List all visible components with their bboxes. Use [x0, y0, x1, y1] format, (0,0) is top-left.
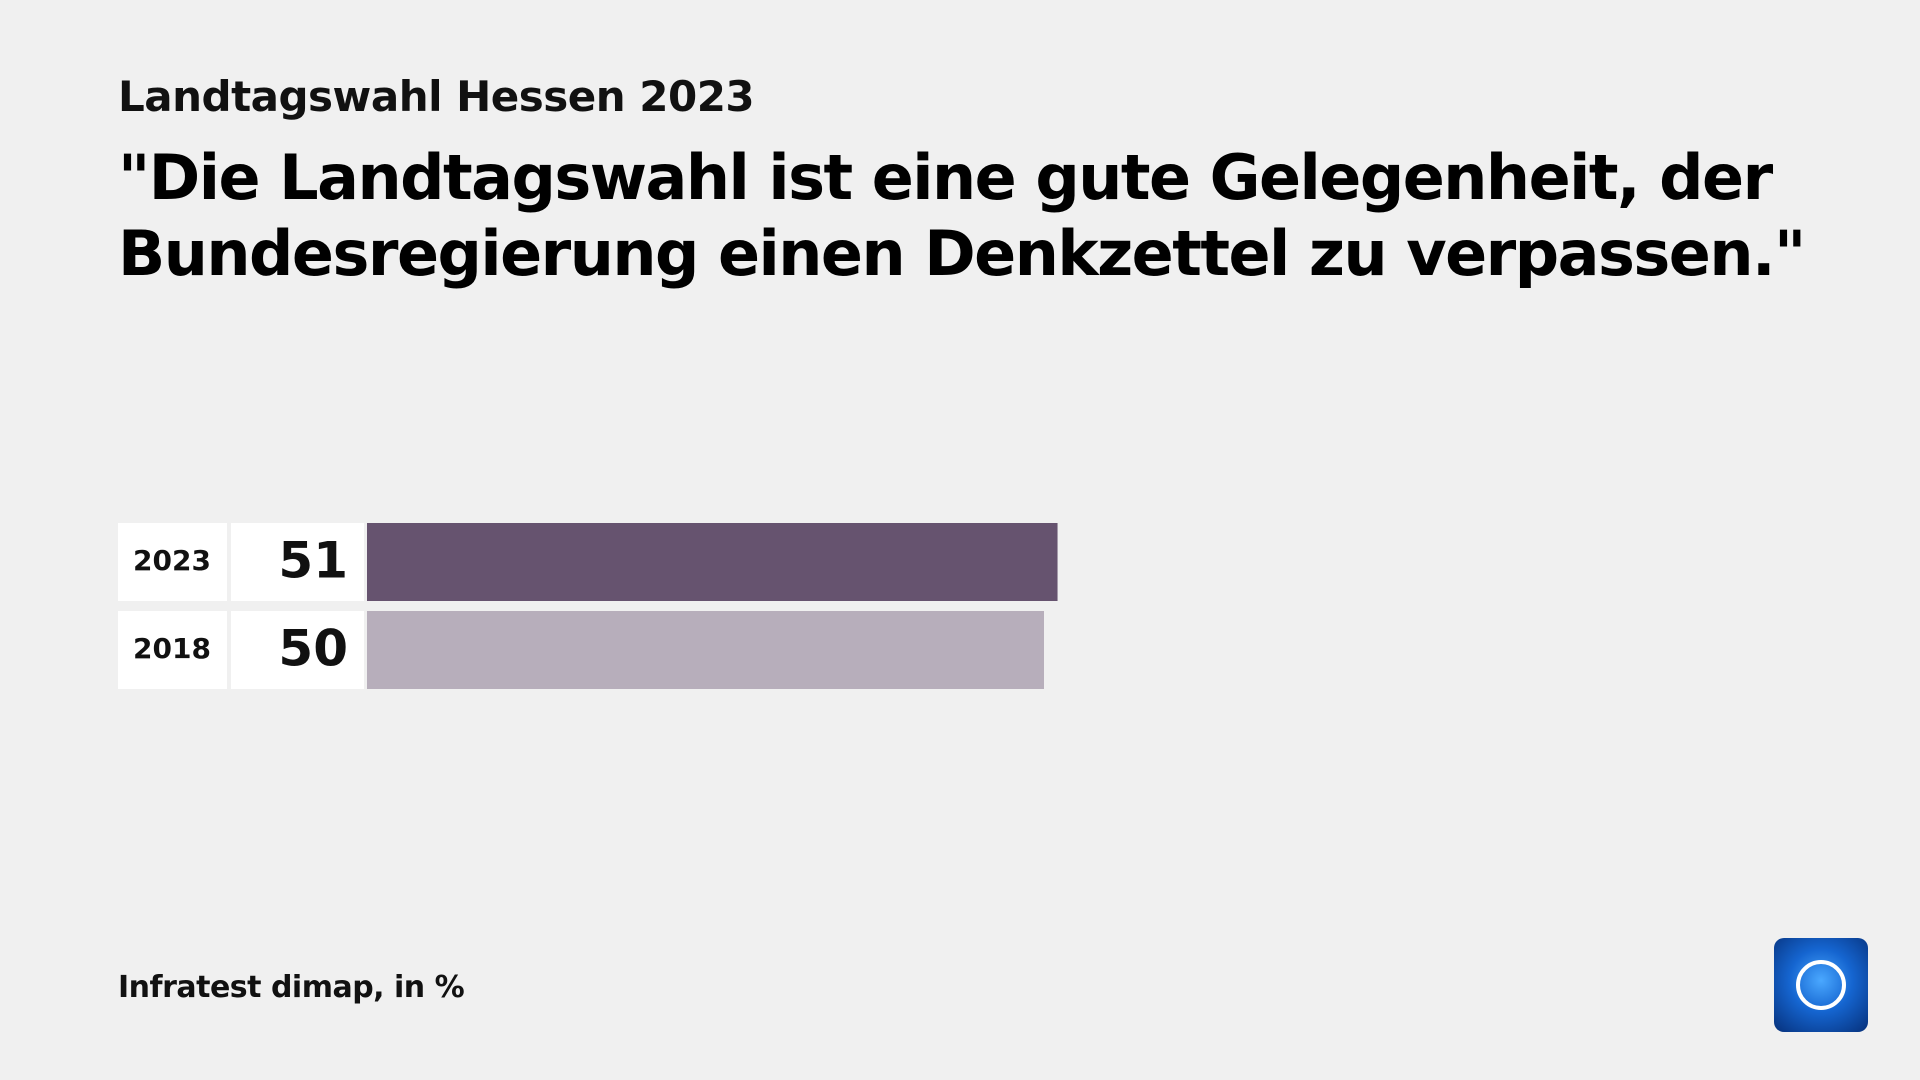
- bar: [367, 611, 1044, 689]
- logo: [1774, 938, 1868, 1032]
- value-label: 50: [278, 620, 348, 678]
- chart-subtitle: Landtagswahl Hessen 2023: [118, 72, 755, 121]
- value-label: 51: [278, 532, 348, 590]
- category-cell: [118, 523, 227, 601]
- value-cell: [231, 523, 364, 601]
- category-cell: [118, 611, 227, 689]
- value-cell: [231, 611, 364, 689]
- bar: [367, 523, 1058, 601]
- category-label: 2023: [133, 544, 211, 577]
- source-note: Infratest dimap, in %: [118, 970, 465, 1005]
- chart-title: "Die Landtagswahl ist eine gute Gelegenh…: [118, 141, 1806, 290]
- category-label: 2018: [133, 632, 211, 665]
- logo-ring: [1796, 960, 1846, 1010]
